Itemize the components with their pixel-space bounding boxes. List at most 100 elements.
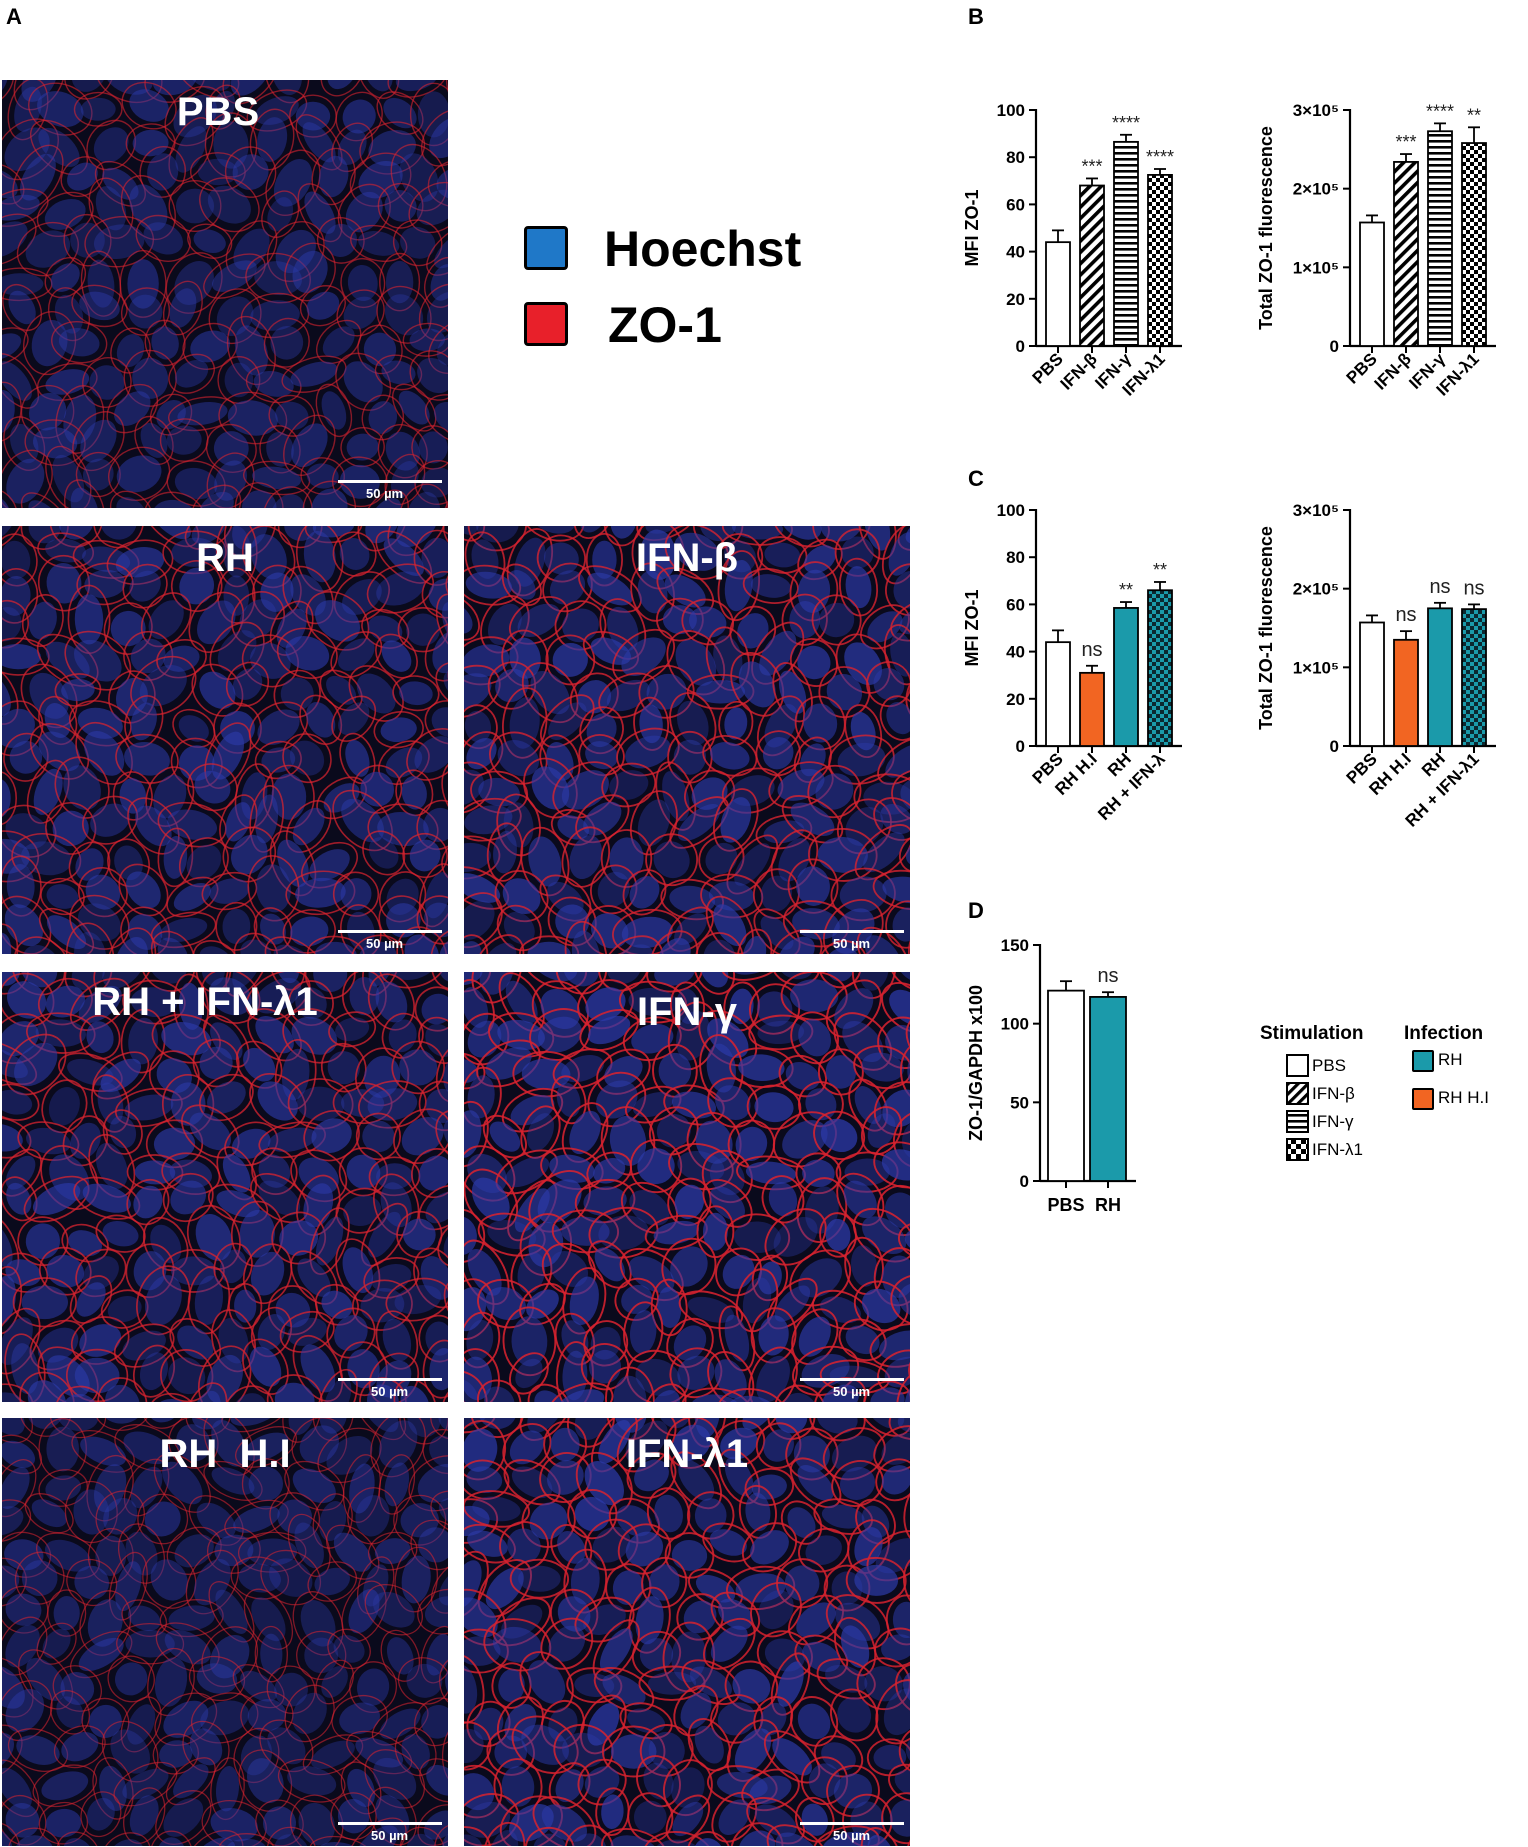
cell-texture [2,972,448,1402]
scale-bar [338,480,442,483]
y-tick-label: 20 [1006,290,1025,309]
panel-label-c: C [968,466,984,491]
bar [1393,638,1419,747]
bar [1427,130,1453,347]
scale-bar-label: 50 µm [833,1828,871,1843]
bar [1147,589,1173,747]
y-tick-label: 80 [1006,548,1025,567]
micrograph-label: PBS [176,90,260,134]
bar [1359,221,1385,347]
y-axis-label: MFI ZO-1 [962,190,982,267]
scale-bar-label: 50 µm [833,1384,871,1399]
ifn-lambda1-swatch [1286,1138,1309,1161]
scale-bar-label: 50 µm [371,1828,409,1843]
cell-texture [2,80,448,508]
y-tick-label: 0 [1016,337,1025,356]
x-tick-label: IFN-β [1057,349,1101,393]
rh-hi-swatch [1412,1088,1434,1110]
significance-label: **** [1426,101,1454,121]
legend-pbs: PBS [1312,1056,1347,1075]
y-tick-label: 20 [1006,690,1025,709]
significance-label: *** [1081,156,1102,176]
y-tick-label: 0 [1330,737,1339,756]
zo1-label: ZO-1 [608,297,722,353]
micrograph-label: IFN-γ [637,990,737,1034]
significance-label: ns [1395,604,1416,626]
bar [1047,989,1085,1182]
bar [1461,608,1487,747]
bar [1089,996,1127,1182]
panel-label-b: B [968,4,984,29]
y-tick-label: 80 [1006,148,1025,167]
y-tick-label: 100 [997,101,1025,120]
micrograph-ifn-beta: IFN-β 50 µm [464,526,910,954]
y-tick-label: 0 [1330,337,1339,356]
legend-rh-hi: RH H.I [1438,1088,1489,1107]
y-tick-label: 40 [1006,643,1025,662]
rh-swatch [1412,1050,1434,1072]
legend-rh: RH [1438,1050,1463,1069]
x-tick-label: IFN-β [1371,349,1415,393]
cell-texture [464,1418,910,1846]
plot-area: 0 50 100 150 ZO-1/GAPDH x100 PBS ns RH [966,936,1136,1215]
infection-legend-title: Infection [1404,1023,1484,1044]
scale-bar-label: 50 µm [366,936,404,951]
y-tick-label: 150 [1001,936,1029,955]
scale-bar [338,1378,442,1381]
bar [1045,241,1071,347]
scale-bar [800,1378,904,1381]
y-tick-label: 40 [1006,243,1025,262]
micrograph-label: IFN-λ1 [625,1432,749,1476]
cell-texture [464,972,910,1402]
y-tick-label: 60 [1006,195,1025,214]
y-tick-label: 0 [1016,737,1025,756]
y-tick-label: 3×10⁵ [1293,501,1339,520]
y-tick-label: 50 [1010,1093,1029,1112]
significance-label: ns [1463,577,1484,599]
bar [1113,140,1139,347]
hoechst-label: Hoechst [604,221,802,277]
y-tick-label: 60 [1006,595,1025,614]
stimulation-swatches [1286,1054,1309,1161]
stimulation-legend-title: Stimulation [1260,1023,1364,1044]
scale-bar [338,1822,442,1825]
legend-ifn-gamma: IFN-γ [1312,1112,1354,1131]
micrograph-rh-ifn-lambda1: RH + IFN-λ1 50 µm [2,972,448,1402]
bar [1113,607,1139,747]
scale-bar-label: 50 µm [366,486,404,501]
significance-label: *** [1395,132,1416,152]
scale-bar-label: 50 µm [833,936,871,951]
significance-label: ** [1119,580,1133,600]
significance-label: ** [1153,560,1167,580]
micrograph-ifn-lambda1: IFN-λ1 50 µm [464,1418,910,1846]
x-tick-label: RH [1095,1195,1121,1215]
zo1-swatch [524,302,568,346]
x-tick-label: PBS [1047,1195,1084,1215]
y-tick-label: 3×10⁵ [1293,101,1339,120]
ifn-gamma-swatch [1286,1110,1309,1133]
y-tick-label: 100 [1001,1015,1029,1034]
scale-bar [800,1822,904,1825]
ifn-beta-swatch [1286,1082,1309,1105]
micrograph-rh: RH 50 µm [2,526,448,954]
y-tick-label: 1×10⁵ [1293,658,1339,677]
significance-label: **** [1112,113,1140,133]
y-tick-label: 1×10⁵ [1293,258,1339,277]
bar [1079,671,1105,747]
scale-bar [800,930,904,933]
cell-texture [464,526,910,954]
bar [1393,161,1419,347]
y-axis-label: MFI ZO-1 [962,590,982,667]
micrograph-label: RH + IFN-λ1 [92,980,318,1024]
bar [1079,184,1105,347]
legend-ifn-beta: IFN-β [1312,1084,1355,1103]
cell-texture [2,526,448,954]
micrograph-label: RH H.I [159,1432,291,1476]
